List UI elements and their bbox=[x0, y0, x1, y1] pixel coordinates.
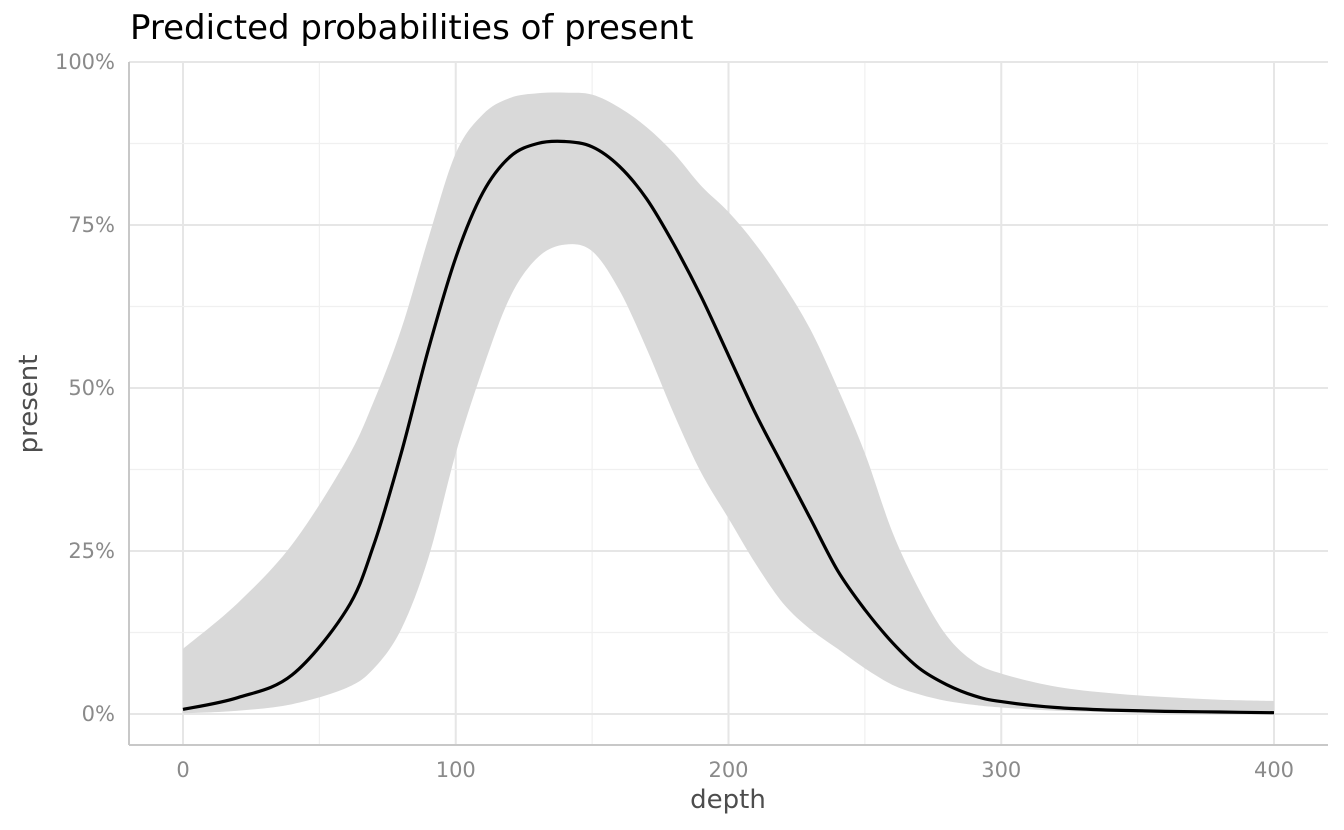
x-tick-label: 400 bbox=[1254, 758, 1294, 782]
y-tick-label: 25% bbox=[68, 539, 115, 563]
y-tick-label: 75% bbox=[68, 213, 115, 237]
prediction-line bbox=[182, 139, 1275, 715]
x-tick-label: 200 bbox=[708, 758, 748, 782]
chart-title: Predicted probabilities of present bbox=[130, 8, 694, 48]
y-tick-label: 50% bbox=[68, 376, 115, 400]
x-tick-label: 100 bbox=[436, 758, 476, 782]
y-tick-label: 100% bbox=[55, 50, 115, 74]
confidence-band bbox=[183, 92, 1274, 714]
y-tick-label: 0% bbox=[82, 702, 115, 726]
y-axis-label: present bbox=[14, 355, 44, 454]
x-tick-label: 0 bbox=[176, 758, 189, 782]
grid bbox=[129, 61, 1328, 745]
x-axis-label: depth bbox=[690, 785, 766, 815]
x-tick-label: 300 bbox=[981, 758, 1021, 782]
tick-labels: 0 100 200 300 400 0% 25% 50% 75% 100% bbox=[55, 50, 1294, 782]
